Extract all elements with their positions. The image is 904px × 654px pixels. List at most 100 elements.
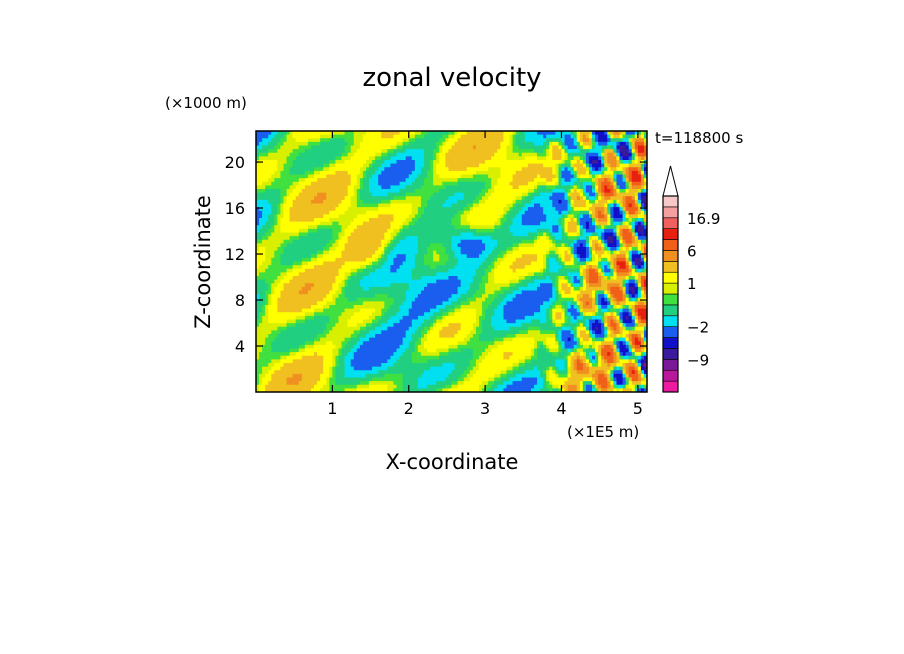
field-cell — [637, 138, 642, 143]
field-cell — [396, 189, 400, 194]
field-cell — [332, 254, 336, 259]
field-cell — [347, 189, 352, 194]
field-cell — [634, 257, 639, 262]
field-cell — [314, 203, 318, 208]
field-cell — [552, 199, 556, 204]
field-cell — [643, 257, 647, 262]
field-cell — [307, 203, 312, 208]
field-cell — [277, 181, 281, 186]
field-cell — [549, 228, 553, 233]
field-cell — [546, 189, 550, 194]
field-cell — [350, 236, 355, 241]
field-cell — [372, 149, 376, 154]
field-cell — [494, 134, 498, 139]
field-cell — [384, 257, 388, 262]
field-cell — [301, 207, 306, 212]
field-cell — [399, 225, 404, 230]
field-cell — [436, 141, 440, 146]
field-cell — [552, 203, 556, 208]
field-cell — [488, 141, 492, 146]
field-cell — [375, 232, 379, 237]
field-cell — [359, 149, 364, 154]
field-cell — [259, 228, 263, 233]
field-cell — [317, 239, 321, 244]
field-cell — [280, 228, 284, 233]
field-cell — [482, 239, 486, 244]
field-cell — [433, 152, 437, 157]
field-cell — [616, 141, 620, 146]
field-cell — [292, 196, 297, 201]
field-cell — [439, 257, 443, 262]
field-cell — [326, 254, 330, 259]
field-cell — [430, 225, 434, 230]
field-cell — [595, 138, 599, 143]
field-cell — [417, 232, 422, 237]
field-cell — [475, 243, 480, 248]
field-cell — [424, 210, 428, 215]
field-cell — [375, 265, 379, 270]
field-cell — [433, 247, 437, 252]
field-cell — [332, 145, 336, 150]
field-cell — [564, 250, 568, 255]
field-cell — [326, 221, 330, 226]
field-cell — [378, 156, 382, 161]
field-cell — [454, 239, 458, 244]
field-cell — [393, 196, 397, 201]
field-cell — [558, 199, 562, 204]
field-cell — [592, 228, 596, 233]
field-cell — [558, 181, 562, 186]
field-cell — [585, 243, 590, 248]
field-cell — [277, 207, 281, 212]
field-cell — [332, 207, 336, 212]
field-cell — [387, 250, 391, 255]
field-cell — [521, 254, 526, 259]
field-cell — [457, 225, 462, 230]
field-cell — [292, 145, 297, 150]
field-cell — [332, 239, 336, 244]
field-cell — [469, 189, 474, 194]
field-cell — [448, 145, 452, 150]
field-cell — [570, 268, 575, 273]
field-cell — [625, 254, 630, 259]
field-cell — [491, 145, 495, 150]
field-cell — [634, 254, 639, 259]
field-cell — [579, 199, 584, 204]
field-cell — [491, 265, 495, 270]
field-cell — [592, 178, 596, 183]
field-cell — [451, 138, 455, 143]
field-cell — [277, 228, 281, 233]
field-cell — [451, 174, 455, 179]
field-cell — [595, 181, 599, 186]
field-cell — [512, 181, 517, 186]
field-cell — [524, 239, 529, 244]
field-cell — [622, 156, 627, 161]
field-cell — [509, 185, 513, 190]
field-cell — [430, 218, 434, 223]
field-cell — [265, 156, 269, 161]
field-cell — [579, 254, 584, 259]
field-cell — [463, 228, 468, 233]
field-cell — [289, 163, 294, 168]
field-cell — [478, 192, 483, 197]
field-cell — [320, 174, 324, 179]
field-cell — [265, 192, 269, 197]
field-cell — [592, 236, 596, 241]
field-cell — [356, 160, 361, 165]
field-cell — [277, 185, 281, 190]
field-cell — [488, 250, 492, 255]
field-cell — [625, 199, 630, 204]
field-cell — [497, 254, 501, 259]
field-cell — [601, 214, 605, 219]
field-cell — [530, 225, 535, 230]
field-cell — [570, 196, 575, 201]
field-cell — [610, 203, 614, 208]
field-cell — [274, 232, 278, 237]
field-cell — [378, 149, 382, 154]
field-cell — [298, 181, 303, 186]
field-cell — [381, 257, 385, 262]
field-cell — [307, 236, 312, 241]
field-cell — [500, 265, 504, 270]
field-cell — [472, 145, 477, 150]
field-cell — [399, 199, 404, 204]
field-cell — [347, 207, 352, 212]
